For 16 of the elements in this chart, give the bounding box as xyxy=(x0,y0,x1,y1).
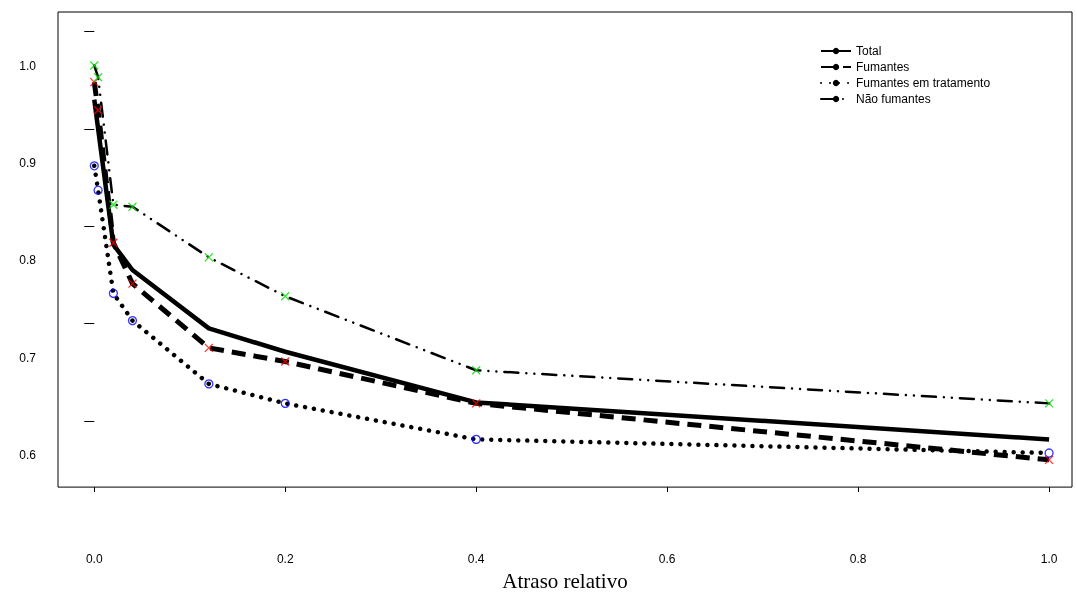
x-tick-label: 1.0 xyxy=(1040,552,1058,567)
legend-label: Fumantes xyxy=(856,60,910,74)
legend-label: Total xyxy=(856,44,882,58)
x-tick-label: 0.8 xyxy=(849,552,867,567)
x-axis-title: Atraso relativo xyxy=(502,568,628,593)
y-tick-label: 0.6 xyxy=(19,447,37,462)
x-tick-label: 0.0 xyxy=(85,552,103,567)
x-tick-label: 0.4 xyxy=(467,552,485,567)
y-tick-label: 0.9 xyxy=(19,155,37,170)
x-tick-label: 0.2 xyxy=(276,552,294,567)
legend-label: Não fumantes xyxy=(856,92,931,106)
x-tick-label: 0.6 xyxy=(658,552,676,567)
y-tick-label: 0.7 xyxy=(19,350,37,365)
y-tick-label: 1.0 xyxy=(19,58,37,73)
legend-label: Fumantes em tratamento xyxy=(856,76,991,90)
y-tick-label: 0.8 xyxy=(19,253,37,268)
